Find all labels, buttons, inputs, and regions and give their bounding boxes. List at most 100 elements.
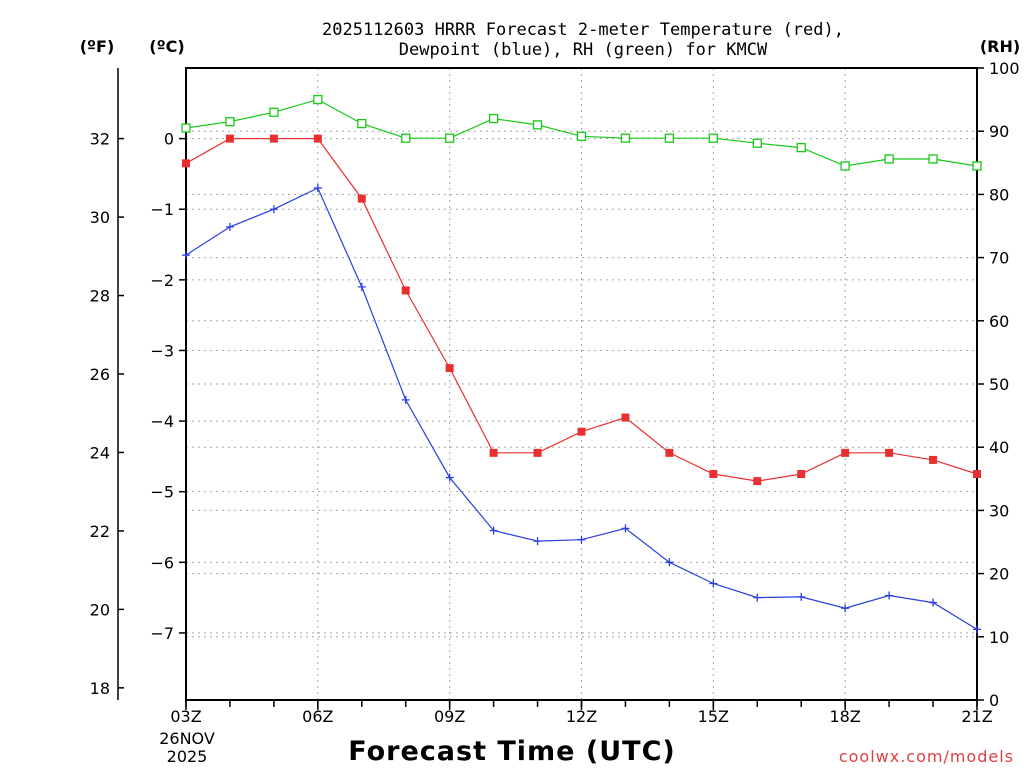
- 2-meter-temperature-point: [401, 286, 410, 295]
- chart-title-line-2: Dewpoint (blue), RH (green) for KMCW: [399, 40, 768, 60]
- dewpoint-point: [797, 592, 806, 601]
- dewpoint-point: [533, 537, 542, 546]
- dewpoint-point: [445, 473, 454, 482]
- rh-point: [401, 133, 411, 143]
- rh-tick-label: 0: [989, 691, 999, 710]
- 2-meter-temperature-point: [621, 413, 630, 422]
- rh-tick-label: 10: [989, 628, 1009, 647]
- dewpoint-point: [753, 593, 762, 602]
- celsius-tick-label: −6: [150, 553, 174, 572]
- rh-tick-label: 40: [989, 438, 1009, 457]
- celsius-tick-label: −1: [150, 200, 174, 219]
- date-label-day: 26NOV: [159, 729, 215, 748]
- fahrenheit-tick-label: 18: [90, 679, 110, 698]
- fahrenheit-tick-label: 22: [90, 522, 110, 541]
- rh-point: [576, 131, 587, 141]
- dewpoint-point: [269, 205, 278, 214]
- fahrenheit-tick-label: 26: [90, 365, 110, 384]
- dewpoint-point: [709, 579, 718, 588]
- 2-meter-temperature-point: [577, 427, 586, 436]
- rh-point: [357, 118, 367, 129]
- dewpoint-point: [401, 395, 410, 404]
- rh-point: [269, 107, 279, 117]
- 2-meter-temperature-point: [182, 159, 190, 168]
- rh-point: [928, 154, 938, 164]
- x-tick-label: 21Z: [961, 707, 992, 726]
- x-tick-label: 09Z: [434, 707, 465, 726]
- celsius-tick-label: −4: [150, 412, 174, 431]
- fahrenheit-axis-label: (ºF): [80, 37, 115, 56]
- 2-meter-temperature-point: [973, 470, 981, 479]
- dewpoint-point: [885, 591, 894, 600]
- 2-meter-temperature-point: [841, 448, 850, 457]
- 2-meter-temperature-point: [885, 448, 894, 457]
- rh-tick-label: 20: [989, 565, 1009, 584]
- 2-meter-temperature-point: [489, 448, 498, 457]
- 2-meter-temperature-point: [269, 134, 278, 143]
- 2-meter-temperature-point: [665, 448, 674, 457]
- celsius-tick-label: −2: [150, 271, 174, 290]
- rh-point: [708, 133, 718, 143]
- 2-meter-temperature-point: [225, 134, 234, 143]
- dewpoint-point: [841, 604, 850, 613]
- rh-tick-label: 60: [989, 312, 1009, 331]
- 2-meter-temperature-point: [445, 364, 454, 373]
- fahrenheit-tick-label: 32: [90, 130, 110, 149]
- dewpoint-point: [313, 184, 322, 193]
- celsius-tick-label: 0: [164, 130, 174, 149]
- celsius-tick-label: −5: [150, 483, 174, 502]
- rh-point: [840, 161, 850, 171]
- x-tick-label: 03Z: [170, 707, 201, 726]
- 2-meter-temperature-point: [797, 470, 806, 479]
- rh-point: [181, 123, 191, 133]
- dewpoint-point: [577, 535, 586, 544]
- 2-meter-temperature-point: [533, 448, 542, 457]
- rh-point: [532, 120, 543, 130]
- dewpoint-point: [621, 524, 630, 533]
- rh-tick-label: 90: [989, 122, 1009, 141]
- rh-tick-label: 70: [989, 249, 1009, 268]
- celsius-tick-label: −3: [150, 341, 174, 360]
- dewpoint-point: [225, 222, 234, 231]
- rh-point: [620, 133, 631, 143]
- rh-tick-label: 30: [989, 501, 1009, 520]
- celsius-axis-label: (ºC): [149, 37, 184, 56]
- rh-point: [488, 113, 499, 124]
- chart-title-line-1: 2025112603 HRRR Forecast 2-meter Tempera…: [322, 20, 844, 40]
- rh-point: [796, 142, 806, 153]
- x-axis-title: Forecast Time (UTC): [348, 736, 675, 767]
- dewpoint-point: [929, 598, 938, 607]
- grid-lines: [186, 68, 977, 700]
- rh-tick-label: 50: [989, 375, 1009, 394]
- x-tick-label: 15Z: [698, 707, 729, 726]
- dewpoint-point: [665, 558, 674, 567]
- rh-point: [752, 138, 762, 148]
- dewpoint-point: [357, 282, 366, 291]
- celsius-tick-label: −7: [150, 624, 174, 643]
- dewpoint-point: [182, 251, 190, 260]
- dewpoint-point: [973, 625, 981, 634]
- x-tick-label: 12Z: [566, 707, 597, 726]
- fahrenheit-tick-label: 20: [90, 600, 110, 619]
- fahrenheit-tick-label: 28: [90, 287, 110, 306]
- fahrenheit-tick-label: 24: [90, 443, 110, 462]
- rh-point: [972, 161, 982, 171]
- rh-point: [664, 133, 675, 143]
- rh-tick-label: 80: [989, 185, 1009, 204]
- axes: 32302826242220180−1−2−3−4−5−6−7100908070…: [90, 59, 1020, 726]
- x-tick-label: 06Z: [302, 707, 333, 726]
- 2-meter-temperature-point: [753, 477, 762, 486]
- 2-meter-temperature-point: [357, 194, 366, 203]
- data-series: [181, 94, 982, 634]
- rh-point: [884, 154, 894, 164]
- 2-meter-temperature-point: [709, 470, 718, 479]
- 2-meter-temperature-point: [313, 134, 322, 143]
- x-tick-label: 18Z: [830, 707, 861, 726]
- rh-point: [225, 117, 235, 127]
- rh-point: [445, 133, 455, 143]
- 2-meter-temperature-point: [929, 455, 938, 464]
- dewpoint-point: [489, 526, 498, 535]
- rh-axis-label: (RH): [980, 37, 1020, 56]
- date-label-year: 2025: [167, 747, 208, 766]
